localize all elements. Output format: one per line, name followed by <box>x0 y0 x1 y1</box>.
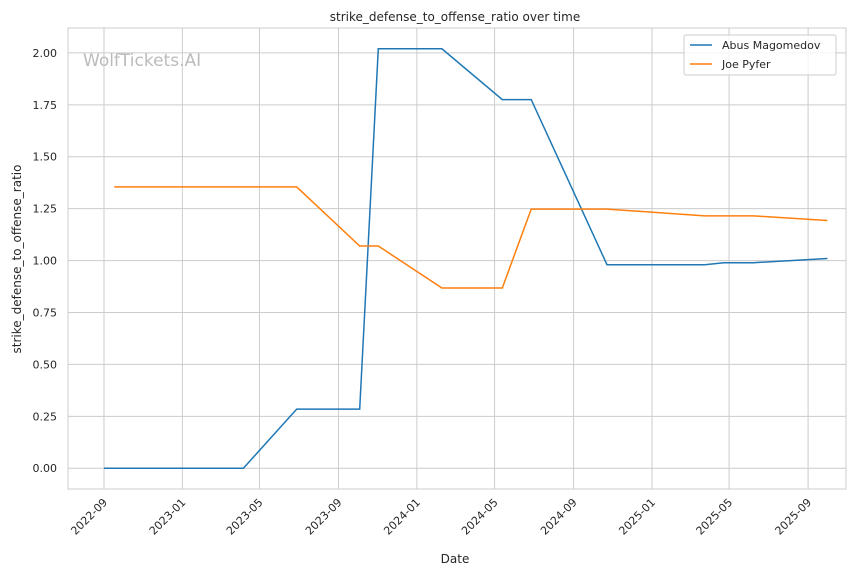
x-tick-label: 2023-01 <box>147 496 189 538</box>
y-tick-label: 0.25 <box>33 410 58 423</box>
legend-label-abus: Abus Magomedov <box>722 39 821 52</box>
x-tick-label: 2024-01 <box>381 496 423 538</box>
legend: Abus Magomedov Joe Pyfer <box>683 34 837 76</box>
grid <box>68 28 846 489</box>
series-lines <box>104 48 828 469</box>
x-axis-label: Date <box>441 552 470 566</box>
y-tick-label: 1.75 <box>33 99 58 112</box>
series-line-abus-magomedov <box>104 48 828 469</box>
x-tick-label: 2024-09 <box>538 496 580 538</box>
plot-frame <box>67 27 847 490</box>
x-tick-label: 2023-05 <box>224 496 266 538</box>
y-tick-label: 0.00 <box>33 462 58 475</box>
tick-labels: 2022-09 2023-01 2023-05 2023-09 2024-01 2024-… <box>33 47 815 538</box>
x-tick-label: 2025-09 <box>773 496 815 538</box>
x-tick-label: 2023-09 <box>303 496 345 538</box>
y-tick-label: 0.50 <box>33 358 58 371</box>
x-tick-label: 2024-05 <box>459 496 501 538</box>
y-tick-label: 2.00 <box>33 47 58 60</box>
y-axis-label: strike_defense_to_offense_ratio <box>10 165 24 354</box>
series-line-joe-pyfer <box>114 186 828 289</box>
watermark: WolfTickets.AI <box>83 51 201 71</box>
y-tick-label: 1.25 <box>33 203 58 216</box>
y-tick-label: 1.50 <box>33 151 58 164</box>
legend-label-joe: Joe Pyfer <box>721 58 771 71</box>
chart-title: strike_defense_to_offense_ratio over tim… <box>330 10 580 24</box>
y-tick-label: 0.75 <box>33 306 58 319</box>
legend-box <box>683 34 837 76</box>
x-tick-label: 2022-09 <box>68 496 110 538</box>
y-tick-label: 1.00 <box>33 255 58 268</box>
x-tick-label: 2025-05 <box>693 496 735 538</box>
x-tick-label: 2025-01 <box>616 496 658 538</box>
